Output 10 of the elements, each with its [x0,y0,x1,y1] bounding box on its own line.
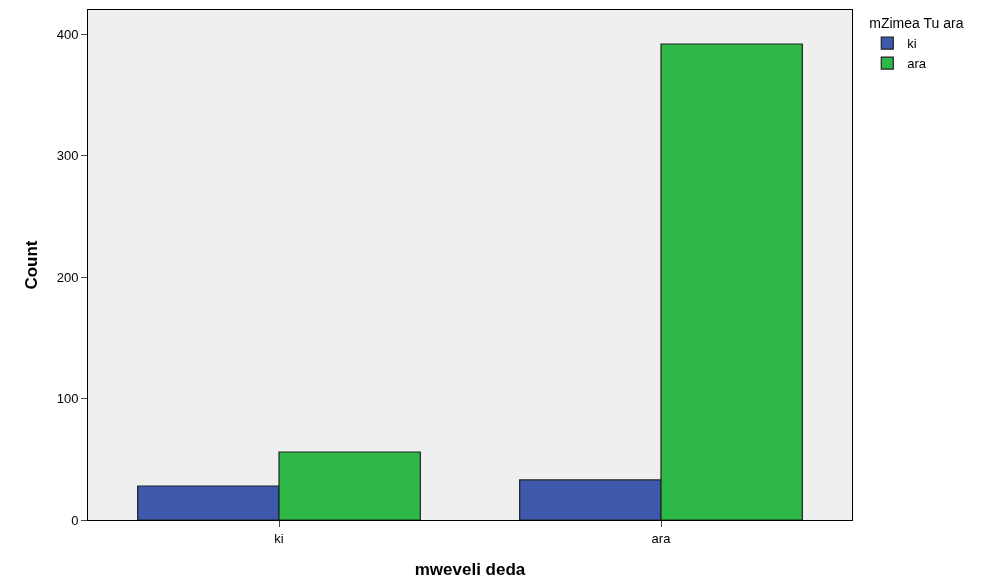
y-tick-label: 300 [56,148,79,164]
y-tick-label: 200 [56,269,79,285]
y-axis-title: Count [22,240,42,290]
legend-label: ki [907,36,917,52]
y-tick-label: 400 [56,26,79,42]
y-tick-label: 100 [56,391,79,407]
x-axis-title: mweveli deda [414,560,526,579]
y-tick-label: 0 [71,512,79,528]
legend-title: mZimea Tu ara [869,15,964,32]
legend-label: ara [907,56,927,72]
